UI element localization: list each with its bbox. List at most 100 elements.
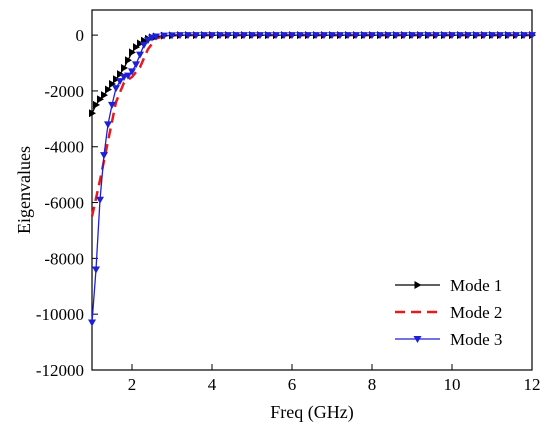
data-point-marker <box>121 64 128 73</box>
data-point-marker <box>97 95 104 104</box>
data-point-marker <box>296 32 304 40</box>
y-tick-label: -2000 <box>44 82 84 101</box>
x-tick-label: 6 <box>288 375 297 394</box>
y-tick-label: -4000 <box>44 138 84 157</box>
data-point-marker <box>432 32 440 40</box>
data-point-marker <box>208 32 216 40</box>
data-point-marker <box>124 72 132 80</box>
y-tick-label: -12000 <box>36 361 84 380</box>
data-point-marker <box>264 32 272 40</box>
data-point-marker <box>328 32 336 40</box>
legend-label-mode-3: Mode 3 <box>450 330 502 349</box>
data-point-marker <box>184 32 192 40</box>
y-tick-label: 0 <box>76 26 85 45</box>
data-point-marker <box>320 32 328 40</box>
series-line-mode-1 <box>91 34 532 114</box>
data-point-marker <box>496 32 504 40</box>
data-point-marker <box>96 196 104 204</box>
legend-label-mode-2: Mode 2 <box>450 303 502 322</box>
data-point-marker <box>88 319 96 327</box>
data-point-marker <box>133 43 140 52</box>
data-point-marker <box>160 32 168 40</box>
data-point-marker <box>224 32 232 40</box>
data-point-marker <box>248 32 256 40</box>
data-point-marker <box>440 32 448 40</box>
series-markers <box>88 31 536 327</box>
data-point-marker <box>448 32 456 40</box>
data-point-marker <box>456 32 464 40</box>
data-point-marker <box>288 32 296 40</box>
data-point-marker <box>488 32 496 40</box>
x-axis-label: Freq (GHz) <box>270 402 353 423</box>
data-point-marker <box>125 56 132 65</box>
legend-label-mode-1: Mode 1 <box>450 276 502 295</box>
data-point-marker <box>344 32 352 40</box>
data-point-marker <box>104 121 112 129</box>
data-point-marker <box>116 78 124 86</box>
data-point-marker <box>424 32 432 40</box>
legend: Mode 1 Mode 2 Mode 3 <box>395 276 502 349</box>
data-point-marker <box>280 32 288 40</box>
series-line-mode-2 <box>90 33 532 217</box>
data-point-marker <box>392 32 400 40</box>
data-point-marker <box>168 32 176 40</box>
data-point-marker <box>137 39 144 48</box>
data-point-marker <box>232 32 240 40</box>
legend-marker <box>414 281 422 289</box>
data-point-marker <box>520 32 528 40</box>
data-point-marker <box>132 61 140 69</box>
data-point-marker <box>108 101 116 109</box>
data-point-marker <box>109 79 116 88</box>
x-tick-label: 4 <box>208 375 217 394</box>
data-point-marker <box>92 266 100 274</box>
data-point-marker <box>140 41 148 49</box>
data-point-marker <box>352 32 360 40</box>
data-point-marker <box>256 32 264 40</box>
x-tick-label: 12 <box>524 375 541 394</box>
x-tick-label: 8 <box>368 375 377 394</box>
data-point-marker <box>304 32 312 40</box>
y-tick-label: -8000 <box>44 249 84 268</box>
data-point-marker <box>512 32 520 40</box>
data-point-marker <box>272 32 280 40</box>
plot-area-frame <box>91 9 533 371</box>
data-point-marker <box>105 85 112 94</box>
x-tick-label: 10 <box>444 375 461 394</box>
data-point-marker <box>89 109 96 118</box>
x-tick-label: 2 <box>128 375 137 394</box>
y-tick-label: -10000 <box>36 305 84 324</box>
data-point-marker <box>113 75 120 84</box>
data-point-marker <box>360 32 368 40</box>
data-point-marker <box>376 32 384 40</box>
data-point-marker <box>528 32 536 40</box>
series-line-mode-3 <box>91 34 532 323</box>
data-point-marker <box>312 32 320 40</box>
data-point-marker <box>408 32 416 40</box>
data-point-marker <box>216 32 224 40</box>
data-point-marker <box>128 68 136 76</box>
data-point-marker <box>136 51 144 59</box>
y-tick-label: -6000 <box>44 194 84 213</box>
data-point-marker <box>480 32 488 40</box>
data-point-marker <box>129 48 136 57</box>
data-point-marker <box>192 32 200 40</box>
legend-marker <box>413 336 422 343</box>
data-point-marker <box>464 32 472 40</box>
data-point-marker <box>176 32 184 40</box>
data-point-marker <box>384 32 392 40</box>
data-point-marker <box>152 33 160 41</box>
ticks: 2 4 6 8 10 12 0 -2000 -4000 -6000 -8000 -10000 -1200… <box>36 26 541 394</box>
data-point-marker <box>101 91 108 100</box>
data-point-marker <box>112 85 120 93</box>
data-point-marker <box>336 32 344 40</box>
data-point-marker <box>144 37 152 45</box>
data-point-marker <box>240 32 248 40</box>
data-point-marker <box>100 152 108 160</box>
data-point-marker <box>368 32 376 40</box>
data-point-marker <box>200 32 208 40</box>
data-point-marker <box>400 32 408 40</box>
data-point-marker <box>472 32 480 40</box>
data-point-marker <box>504 32 512 40</box>
y-axis-label: Eigenvalues <box>14 146 34 234</box>
